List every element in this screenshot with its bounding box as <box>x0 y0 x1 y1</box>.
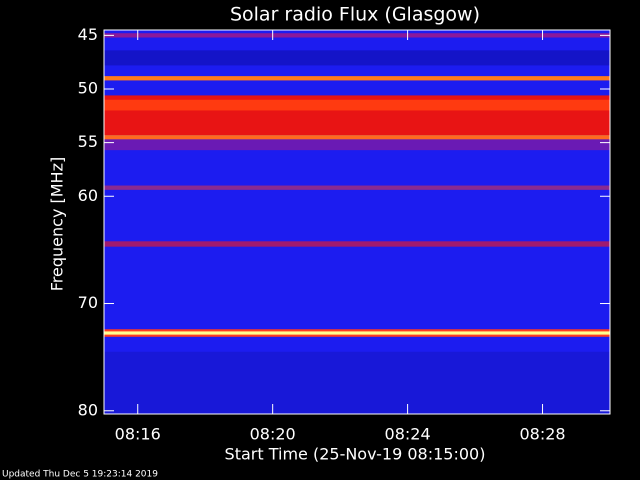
y-tick-label: 60 <box>78 186 98 205</box>
x-tick-label: 08:20 <box>250 425 296 444</box>
y-tick-label: 50 <box>78 78 98 97</box>
y-tick-label: 55 <box>78 132 98 151</box>
x-axis-label: Start Time (25-Nov-19 08:15:00) <box>225 445 486 464</box>
y-tick-label: 45 <box>78 25 98 44</box>
plot-background <box>104 30 610 414</box>
emission-band <box>104 139 610 151</box>
emission-band <box>104 50 610 66</box>
x-tick-label: 08:16 <box>115 425 161 444</box>
emission-band <box>104 76 610 81</box>
y-tick-label: 70 <box>78 293 98 312</box>
emission-band <box>104 351 610 414</box>
y-tick-label: 80 <box>78 400 98 419</box>
plot-frame <box>103 29 611 415</box>
emission-band <box>104 331 610 335</box>
emission-band <box>104 99 610 111</box>
emission-band <box>104 185 610 190</box>
footer: Updated Thu Dec 5 19:23:14 2019 <box>2 470 158 480</box>
chart-title: Solar radio Flux (Glasgow) <box>230 4 480 26</box>
emission-band <box>104 135 610 140</box>
x-tick-label: 08:24 <box>385 425 431 444</box>
emission-band <box>104 241 610 247</box>
emission-band <box>104 33 610 38</box>
y-axis-label: Frequency [MHz] <box>48 157 67 291</box>
x-tick-label: 08:28 <box>519 425 565 444</box>
